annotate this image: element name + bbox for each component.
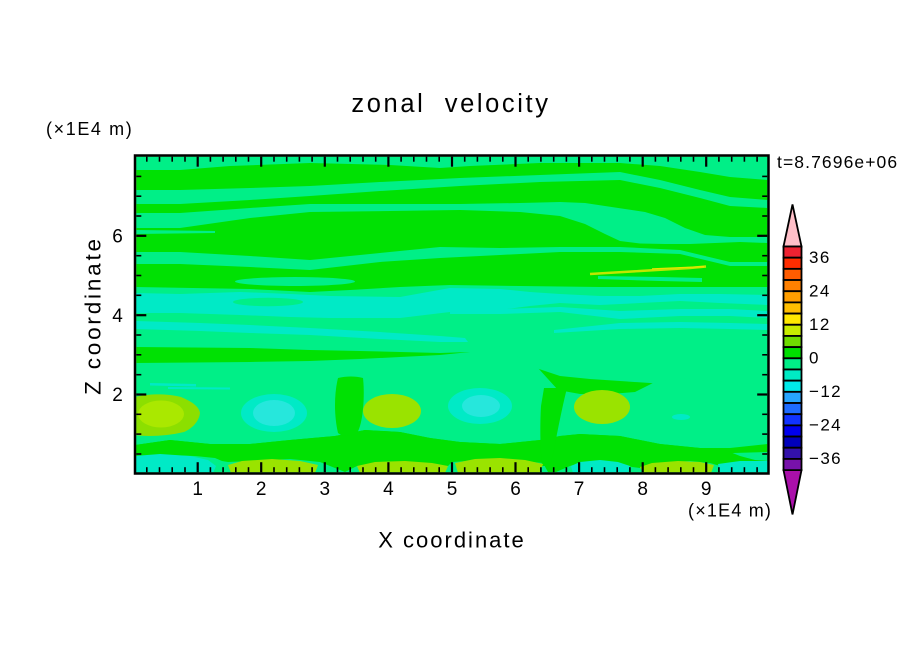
- svg-text:Z coordinate: Z coordinate: [81, 236, 106, 395]
- svg-text:8: 8: [637, 479, 648, 500]
- svg-text:6: 6: [112, 226, 123, 247]
- svg-text:7: 7: [574, 479, 585, 500]
- svg-text:zonal velocity: zonal velocity: [351, 90, 550, 118]
- svg-text:36: 36: [809, 248, 831, 267]
- svg-text:4: 4: [383, 479, 394, 500]
- svg-text:6: 6: [510, 479, 521, 500]
- svg-text:(×1E4 m): (×1E4 m): [688, 501, 772, 521]
- svg-text:−36: −36: [809, 449, 842, 468]
- svg-text:t=8.7696e+06: t=8.7696e+06: [777, 152, 898, 172]
- svg-text:−12: −12: [809, 382, 842, 401]
- svg-text:(×1E4 m): (×1E4 m): [46, 119, 133, 139]
- svg-text:3: 3: [320, 479, 331, 500]
- svg-text:0: 0: [809, 349, 820, 368]
- svg-text:5: 5: [447, 479, 458, 500]
- svg-text:12: 12: [809, 315, 831, 334]
- svg-text:2: 2: [256, 479, 267, 500]
- svg-text:X coordinate: X coordinate: [378, 528, 526, 553]
- svg-text:9: 9: [701, 479, 712, 500]
- svg-text:24: 24: [809, 281, 831, 300]
- svg-text:4: 4: [112, 306, 123, 327]
- svg-text:1: 1: [192, 479, 203, 500]
- svg-text:−24: −24: [809, 416, 842, 435]
- svg-text:2: 2: [112, 385, 123, 406]
